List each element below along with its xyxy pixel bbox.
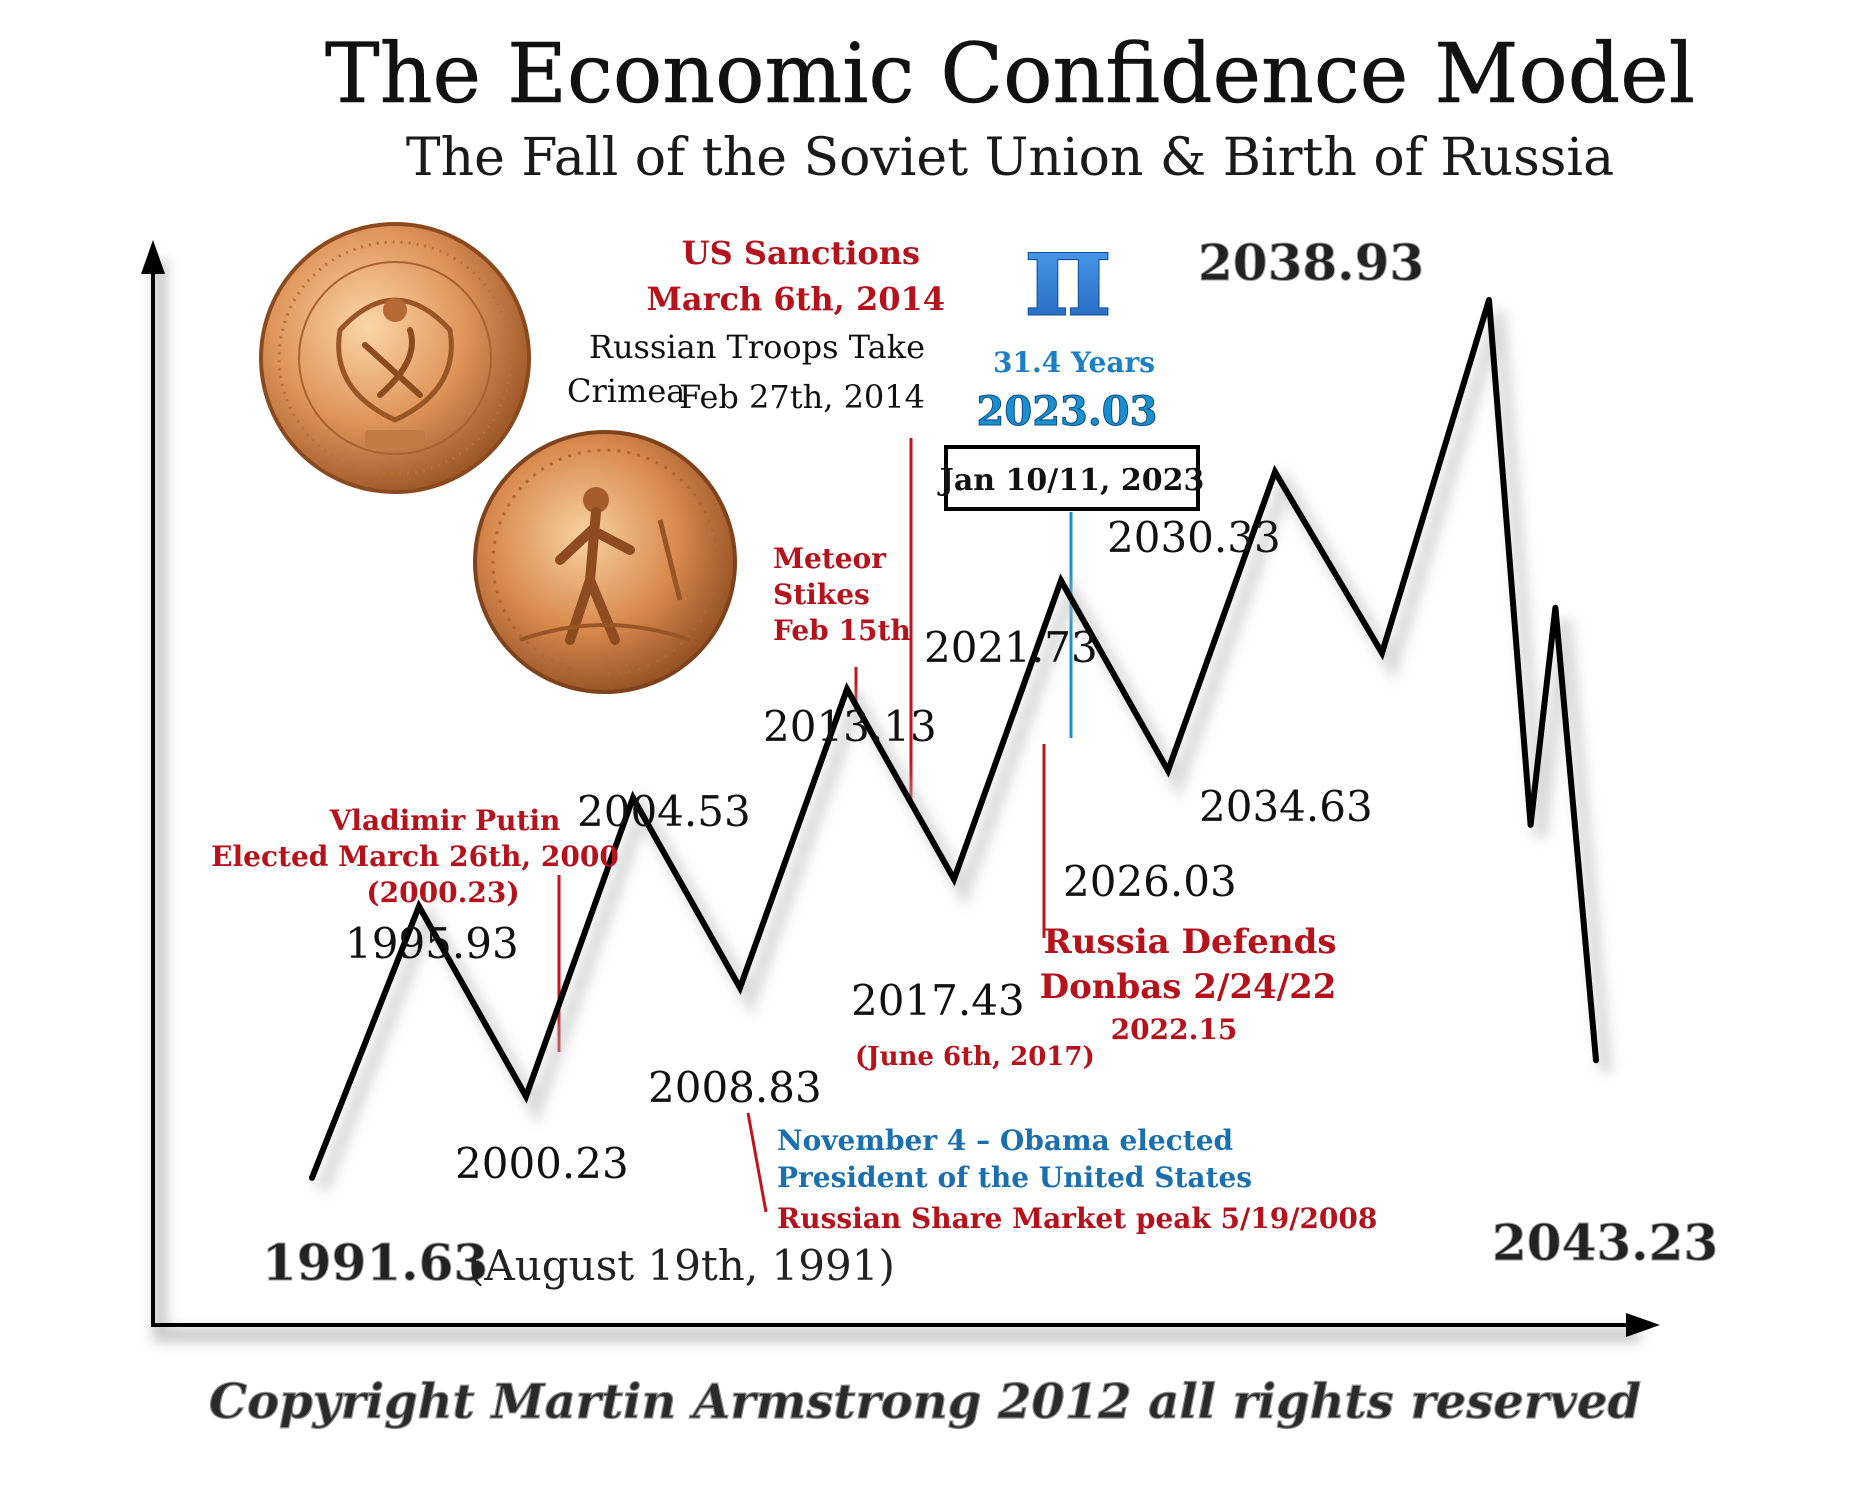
- marker-share-peak: [746, 1112, 768, 1213]
- turning-point-1: [416, 903, 422, 910]
- jan-2023-box: [944, 445, 1200, 511]
- label-1995-93: 1995.93: [345, 919, 519, 968]
- diagram-title: The Economic Confidence Model: [325, 27, 1695, 122]
- turning-point-11: [1486, 297, 1492, 303]
- turning-point-8: [1165, 767, 1171, 774]
- jan-2023-label: Jan 10/11, 2023: [937, 463, 1205, 498]
- june-2017-annotation: (June 6th, 2017): [855, 1042, 1095, 1072]
- meteor-line-3: Feb 15th: [773, 614, 911, 647]
- label-2043-23: 2043.23: [1492, 1213, 1718, 1272]
- turning-point-9: [1272, 468, 1278, 475]
- y-axis-arrow: [141, 240, 165, 274]
- meteor-line-2: Stikes: [773, 578, 870, 611]
- donbas-annotation: Russia Defends Donbas 2/24/22 2022.15: [1040, 922, 1337, 1046]
- putin-annotation: Vladimir Putin Elected March 26th, 2000 …: [211, 804, 619, 909]
- crimea-line-3: Feb 27th, 2014: [679, 378, 925, 416]
- label-2038-93: 2038.93: [1198, 233, 1424, 292]
- label-2017-43: 2017.43: [851, 976, 1025, 1025]
- turning-point-3: [630, 794, 636, 801]
- putin-line-1: Vladimir Putin: [329, 804, 561, 837]
- label-2008-83: 2008.83: [648, 1063, 822, 1112]
- crimea-annotation: Russian Troops Take Crimea Feb 27th, 201…: [567, 328, 925, 416]
- pi-symbol: π: [1024, 203, 1112, 344]
- x-axis-arrow: [1626, 1313, 1660, 1337]
- crimea-line-1: Russian Troops Take: [589, 328, 925, 366]
- turning-point-0: [309, 1174, 315, 1181]
- putin-line-2: Elected March 26th, 2000: [211, 840, 619, 873]
- label-2004-53: 2004.53: [577, 787, 751, 836]
- crimea-line-2: Crimea: [567, 372, 685, 410]
- axes: [141, 240, 1660, 1337]
- turning-point-5: [844, 686, 850, 693]
- start-date: (August 19th, 1991): [468, 1241, 895, 1290]
- sanctions-annotation: US Sanctions March 6th, 2014: [646, 234, 945, 318]
- pi-years: 31.4 Years: [993, 346, 1155, 379]
- gold-coin-emblem-obverse: [259, 222, 531, 494]
- meteor-line-1: Meteor: [773, 542, 887, 575]
- meteor-annotation: Meteor Stikes Feb 15th: [773, 542, 911, 647]
- obama-line-2: President of the United States: [777, 1161, 1252, 1194]
- diagram-subtitle: The Fall of the Soviet Union & Birth of …: [406, 128, 1614, 188]
- label-2034-63: 2034.63: [1199, 782, 1373, 831]
- pi-target: 2023.03: [977, 388, 1158, 435]
- label-1991-63: 1991.63: [262, 1233, 488, 1292]
- label-2013-13: 2013.13: [763, 702, 937, 751]
- turning-point-14: [1593, 1057, 1599, 1064]
- turning-point-7: [1058, 577, 1064, 584]
- donbas-line-1: Russia Defends: [1043, 922, 1336, 962]
- turning-point-12: [1527, 821, 1534, 828]
- sanctions-line-1: US Sanctions: [682, 234, 920, 272]
- obama-annotation: November 4 – Obama elected President of …: [777, 1124, 1252, 1194]
- obama-line-1: November 4 – Obama elected: [777, 1124, 1233, 1157]
- turning-point-10: [1379, 649, 1385, 656]
- label-2021-73: 2021.73: [924, 623, 1098, 672]
- turning-point-labels: 1991.63 1995.93 2000.23 2004.53 2008.83 …: [262, 233, 1719, 1293]
- turning-point-4: [737, 984, 743, 991]
- label-2030-33: 2030.33: [1107, 513, 1281, 562]
- donbas-line-2: Donbas 2/24/22: [1040, 967, 1337, 1007]
- turning-point-marks: [309, 297, 1599, 1181]
- putin-line-3: (2000.23): [366, 876, 519, 909]
- gold-coin-sower-reverse: [473, 430, 737, 694]
- label-2026-03: 2026.03: [1063, 857, 1237, 906]
- donbas-line-3: 2022.15: [1111, 1013, 1238, 1046]
- turning-point-6: [951, 876, 957, 883]
- share-market-peak: Russian Share Market peak 5/19/2008: [777, 1202, 1377, 1235]
- sanctions-line-2: March 6th, 2014: [646, 280, 945, 318]
- label-2000-23: 2000.23: [455, 1139, 629, 1188]
- turning-point-2: [523, 1093, 529, 1100]
- copyright: Copyright Martin Armstrong 2012 all righ…: [209, 1374, 1641, 1430]
- turning-point-13: [1552, 604, 1559, 611]
